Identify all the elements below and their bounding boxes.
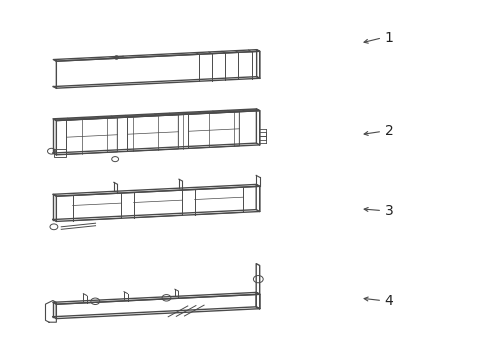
Text: 1: 1 [385,31,393,45]
Text: 2: 2 [385,125,393,138]
Text: 3: 3 [385,204,393,217]
Text: 4: 4 [385,294,393,307]
